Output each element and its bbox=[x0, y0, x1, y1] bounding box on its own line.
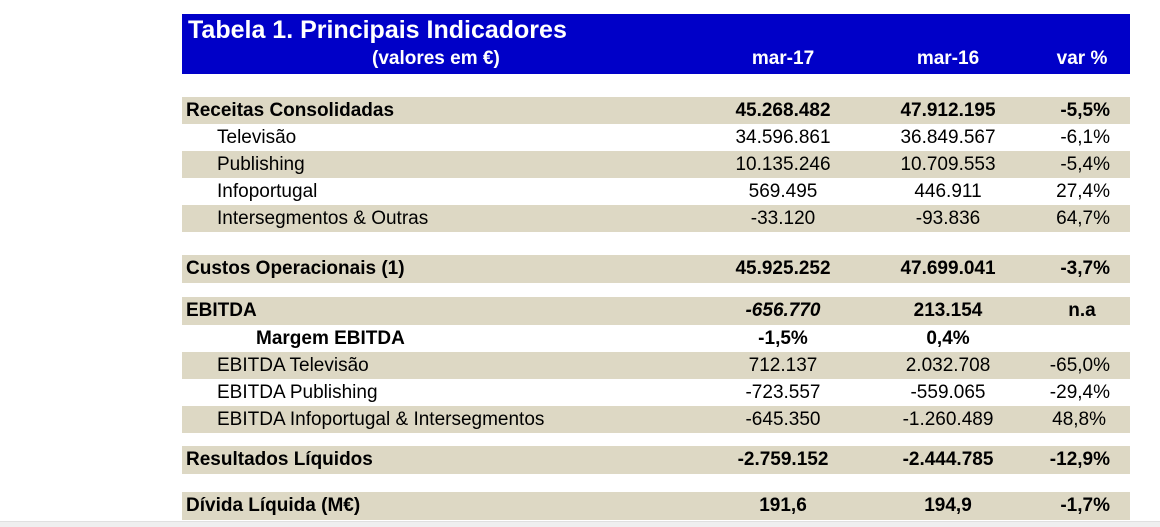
value-var: -3,7% bbox=[1060, 258, 1110, 279]
row-label: Publishing bbox=[217, 154, 305, 175]
value-var: n.a bbox=[1068, 300, 1096, 321]
col-header-mar17: mar-17 bbox=[751, 48, 815, 69]
row-label: Receitas Consolidadas bbox=[186, 100, 395, 121]
value-mar17: -645.350 bbox=[745, 409, 821, 430]
value-mar17: -1,5% bbox=[758, 328, 808, 349]
value-var: 27,4% bbox=[1056, 181, 1110, 202]
value-mar17: 569.495 bbox=[748, 181, 818, 202]
table-row: Resultados Líquidos -2.759.152 -2.444.78… bbox=[182, 446, 1130, 474]
value-mar16: -1.260.489 bbox=[902, 409, 994, 430]
page-bottom-edge bbox=[0, 521, 1160, 527]
value-mar17: 45.925.252 bbox=[735, 258, 831, 279]
table-row: EBITDA -656.770 213.154 n.a bbox=[182, 297, 1130, 325]
row-label: EBITDA Publishing bbox=[217, 382, 378, 403]
row-label: EBITDA Infoportugal & Intersegmentos bbox=[217, 409, 545, 430]
table-title: Tabela 1. Principais Indicadores bbox=[188, 16, 567, 44]
value-var: 48,8% bbox=[1052, 409, 1106, 430]
row-label: Margem EBITDA bbox=[256, 328, 405, 349]
value-var: -5,4% bbox=[1060, 154, 1110, 175]
value-mar17: 191,6 bbox=[759, 495, 807, 516]
col-header-var: var % bbox=[1056, 48, 1108, 69]
table-row: Margem EBITDA -1,5% 0,4% bbox=[182, 325, 1130, 352]
row-label: Dívida Líquida (M€) bbox=[186, 495, 361, 516]
table-row: EBITDA Infoportugal & Intersegmentos -64… bbox=[182, 406, 1130, 433]
table-row: Infoportugal 569.495 446.911 27,4% bbox=[182, 178, 1130, 205]
table-row: EBITDA Televisão 712.137 2.032.708 -65,0… bbox=[182, 352, 1130, 379]
value-var: -6,1% bbox=[1060, 127, 1110, 148]
value-mar17: -723.557 bbox=[745, 382, 821, 403]
value-mar17: -33.120 bbox=[750, 208, 816, 229]
value-mar17: 34.596.861 bbox=[735, 127, 831, 148]
table-header: Tabela 1. Principais Indicadores (valore… bbox=[182, 14, 1130, 74]
value-mar17: 45.268.482 bbox=[735, 100, 831, 121]
value-mar16: 194,9 bbox=[924, 495, 972, 516]
value-var: 64,7% bbox=[1056, 208, 1110, 229]
row-label: EBITDA bbox=[186, 300, 257, 321]
col-header-mar16: mar-16 bbox=[916, 48, 980, 69]
value-mar17: -2.759.152 bbox=[737, 449, 829, 470]
table-row: EBITDA Publishing -723.557 -559.065 -29,… bbox=[182, 379, 1130, 406]
table-row: Intersegmentos & Outras -33.120 -93.836 … bbox=[182, 205, 1130, 232]
table-row: Publishing 10.135.246 10.709.553 -5,4% bbox=[182, 151, 1130, 178]
table-row: Dívida Líquida (M€) 191,6 194,9 -1,7% bbox=[182, 492, 1130, 520]
units-label: (valores em €) bbox=[372, 48, 500, 69]
row-label: Resultados Líquidos bbox=[186, 449, 373, 470]
value-mar16: 2.032.708 bbox=[905, 355, 991, 376]
value-mar16: -559.065 bbox=[910, 382, 986, 403]
table-row: Receitas Consolidadas 45.268.482 47.912.… bbox=[182, 97, 1130, 124]
value-var: -5,5% bbox=[1060, 100, 1110, 121]
value-mar16: 0,4% bbox=[926, 328, 970, 349]
value-mar16: -93.836 bbox=[915, 208, 981, 229]
table-row: Televisão 34.596.861 36.849.567 -6,1% bbox=[182, 124, 1130, 151]
value-mar16: 213.154 bbox=[913, 300, 983, 321]
value-mar16: 47.912.195 bbox=[900, 100, 996, 121]
value-var: -29,4% bbox=[1049, 382, 1110, 403]
value-mar16: -2.444.785 bbox=[902, 449, 994, 470]
value-mar16: 446.911 bbox=[914, 181, 982, 202]
row-label: Televisão bbox=[217, 127, 297, 148]
value-mar16: 47.699.041 bbox=[900, 258, 996, 279]
table-row: Custos Operacionais (1) 45.925.252 47.69… bbox=[182, 255, 1130, 283]
row-label: EBITDA Televisão bbox=[217, 355, 369, 376]
value-mar17: 10.135.246 bbox=[735, 154, 831, 175]
value-mar17: 712.137 bbox=[748, 355, 818, 376]
row-label: Infoportugal bbox=[217, 181, 318, 202]
value-mar16: 10.709.553 bbox=[900, 154, 996, 175]
row-label: Custos Operacionais (1) bbox=[186, 258, 405, 279]
value-mar16: 36.849.567 bbox=[900, 127, 996, 148]
row-label: Intersegmentos & Outras bbox=[217, 208, 429, 229]
value-var: -12,9% bbox=[1049, 449, 1110, 470]
value-var: -1,7% bbox=[1060, 495, 1110, 516]
value-var: -65,0% bbox=[1049, 355, 1110, 376]
value-mar17: -656.770 bbox=[745, 300, 821, 321]
